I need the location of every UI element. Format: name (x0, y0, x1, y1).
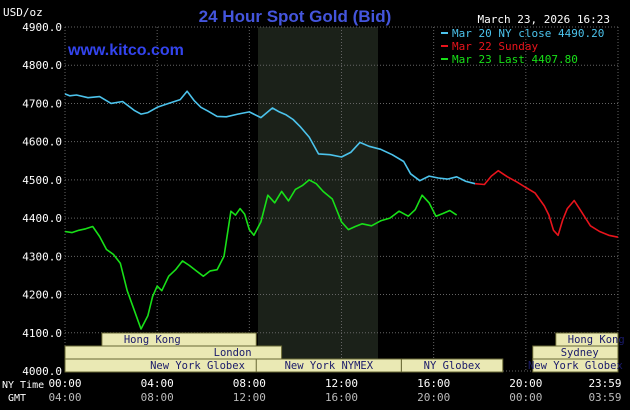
series-line-0 (64, 90, 476, 185)
legend-label-0: Mar 20 NY close 4490.20 (452, 27, 604, 40)
session-label-row3-0: New York Globex (150, 360, 245, 372)
ny-tick-label-2: 08:00 (233, 377, 266, 390)
y-tick-label-3: 4300.0 (22, 250, 62, 263)
series-line-2 (64, 179, 458, 330)
ny-tick-label-0: 00:00 (48, 377, 81, 390)
trading-sessions: New York Globex New York NYMEX NY Globex Ne… (64, 332, 625, 373)
y-tick-label-2: 4200.0 (22, 289, 62, 302)
gmt-tick-label-3: 16:00 (325, 391, 358, 404)
gmt-tick-label-5: 00:00 (509, 391, 542, 404)
ny-tick-label-1: 04:00 (141, 377, 174, 390)
gmt-tick-label-2: 12:00 (233, 391, 266, 404)
session-bar-row1-0 (101, 332, 257, 347)
x-axis-ticks: 00:00 04:00 08:00 12:00 16:00 20:00 23:5904:00… (48, 377, 621, 404)
session-bar-row1-1 (555, 332, 619, 347)
session-label-row2-1: Sydney (561, 347, 599, 359)
session-label-row3-3: New York Globex (528, 360, 623, 372)
y-tick-label-0: 4000.0 (22, 365, 62, 378)
ny-tick-label-4: 16:00 (417, 377, 450, 390)
y-tick-label-8: 4800.0 (22, 59, 62, 72)
gmt-tick-label-0: 04:00 (48, 391, 81, 404)
gmt-label: GMT (8, 393, 26, 404)
y-tick-label-5: 4500.0 (22, 174, 62, 187)
nymex-session-shade (258, 27, 378, 371)
brand-watermark: www.kitco.com (67, 42, 184, 59)
y-axis-ticks: 4000.0 4100.0 4200.0 4300.0 4400.0 4500.0 4600… (22, 21, 62, 378)
legend-label-1: Mar 22 Sunday (452, 40, 538, 53)
series-line-1 (475, 169, 619, 238)
gmt-tick-label-6: 03:59 (588, 391, 621, 404)
y-tick-label-6: 4600.0 (22, 136, 62, 149)
price-series (64, 90, 619, 330)
ny-tick-label-3: 12:00 (325, 377, 358, 390)
session-bar-row3-2 (400, 358, 504, 373)
legend-label-2: Mar 23 Last 4407.80 (452, 53, 578, 66)
session-label-row1-1: Hong Kong (568, 334, 625, 346)
gmt-tick-label-4: 20:00 (417, 391, 450, 404)
session-label-row2-0: London (214, 347, 252, 359)
y-tick-label-1: 4100.0 (22, 327, 62, 340)
ny-time-label: NY Time (2, 380, 44, 391)
session-label-row1-0: Hong Kong (124, 334, 181, 346)
y-axis-units: USD/oz (3, 6, 43, 19)
y-tick-label-9: 4900.0 (22, 21, 62, 34)
ny-tick-label-5: 20:00 (509, 377, 542, 390)
y-tick-label-4: 4400.0 (22, 212, 62, 225)
gmt-tick-label-1: 08:00 (141, 391, 174, 404)
session-label-row3-2: NY Globex (424, 360, 481, 372)
chart-title: 24 Hour Spot Gold (Bid) (199, 7, 392, 26)
timestamp: March 23, 2026 16:23 (478, 13, 610, 26)
ny-tick-label-6: 23:59 (588, 377, 621, 390)
session-label-row3-1: New York NYMEX (285, 360, 374, 372)
y-tick-label-7: 4700.0 (22, 97, 62, 110)
